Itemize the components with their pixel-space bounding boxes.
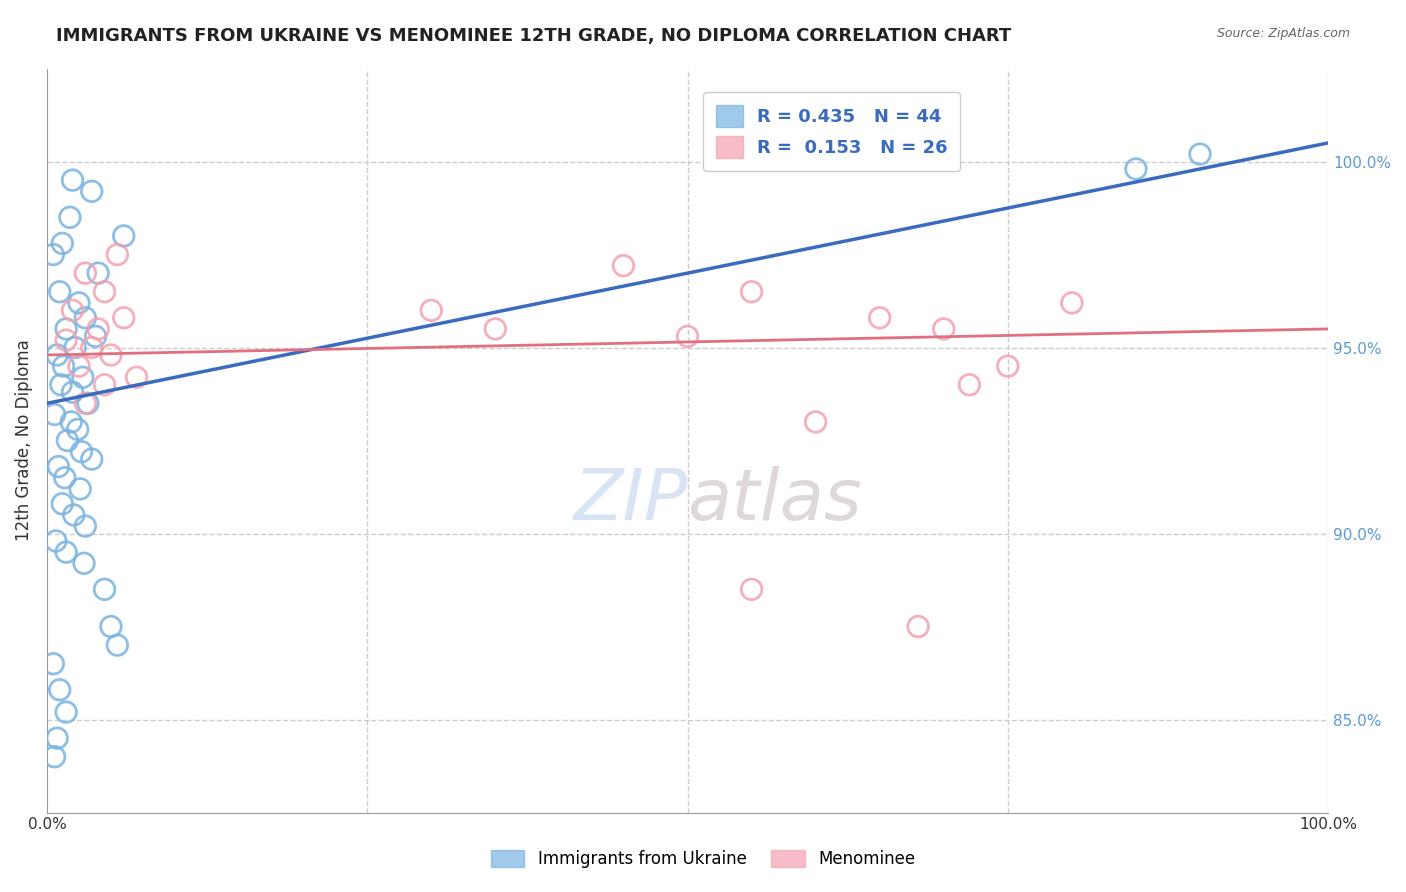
Point	[80, 341, 103, 355]
Point	[80, 452, 103, 467]
Point	[55, 705, 77, 719]
Point	[55, 322, 77, 336]
Point	[869, 310, 891, 325]
Point	[42, 247, 65, 261]
Point	[59, 211, 82, 225]
Point	[62, 303, 84, 318]
Point	[44, 408, 66, 422]
Point	[484, 322, 506, 336]
Text: ZIP: ZIP	[574, 466, 688, 534]
Point	[907, 619, 929, 633]
Point	[48, 682, 70, 697]
Point	[62, 385, 84, 400]
Point	[997, 359, 1019, 373]
Point	[62, 173, 84, 187]
Point	[55, 333, 77, 347]
Point	[93, 582, 115, 597]
Point	[741, 582, 763, 597]
Point	[112, 228, 135, 243]
Point	[77, 396, 100, 410]
Point	[75, 266, 97, 280]
Point	[93, 285, 115, 299]
Y-axis label: 12th Grade, No Diploma: 12th Grade, No Diploma	[15, 340, 32, 541]
Point	[51, 497, 73, 511]
Point	[100, 619, 122, 633]
Point	[49, 377, 72, 392]
Point	[48, 285, 70, 299]
Point	[80, 184, 103, 198]
Point	[70, 444, 93, 458]
Point	[45, 533, 67, 548]
Point	[62, 508, 84, 522]
Point	[612, 259, 634, 273]
Text: IMMIGRANTS FROM UKRAINE VS MENOMINEE 12TH GRADE, NO DIPLOMA CORRELATION CHART: IMMIGRANTS FROM UKRAINE VS MENOMINEE 12T…	[56, 27, 1011, 45]
Point	[72, 370, 94, 384]
Point	[42, 657, 65, 671]
Point	[105, 638, 128, 652]
Point	[51, 236, 73, 251]
Legend: Immigrants from Ukraine, Menominee: Immigrants from Ukraine, Menominee	[484, 843, 922, 875]
Point	[44, 749, 66, 764]
Point	[125, 370, 148, 384]
Point	[1125, 161, 1147, 176]
Point	[56, 434, 79, 448]
Legend: R = 0.435   N = 44, R =  0.153   N = 26: R = 0.435 N = 44, R = 0.153 N = 26	[703, 93, 960, 170]
Point	[67, 296, 90, 310]
Point	[87, 266, 110, 280]
Point	[69, 482, 91, 496]
Point	[741, 285, 763, 299]
Point	[1188, 147, 1211, 161]
Point	[46, 731, 69, 746]
Text: Source: ZipAtlas.com: Source: ZipAtlas.com	[1216, 27, 1350, 40]
Point	[957, 377, 980, 392]
Point	[100, 348, 122, 362]
Point	[75, 310, 97, 325]
Point	[75, 519, 97, 533]
Point	[73, 556, 96, 570]
Point	[75, 396, 97, 410]
Point	[46, 348, 69, 362]
Point	[63, 341, 86, 355]
Point	[676, 329, 699, 343]
Point	[53, 471, 76, 485]
Point	[804, 415, 827, 429]
Point	[48, 459, 70, 474]
Point	[66, 422, 89, 436]
Point	[52, 359, 75, 373]
Point	[932, 322, 955, 336]
Point	[87, 322, 110, 336]
Point	[105, 247, 128, 261]
Point	[60, 415, 83, 429]
Point	[112, 310, 135, 325]
Point	[67, 359, 90, 373]
Point	[84, 329, 107, 343]
Point	[1060, 296, 1083, 310]
Text: atlas: atlas	[688, 466, 862, 534]
Point	[55, 545, 77, 559]
Point	[93, 377, 115, 392]
Point	[420, 303, 443, 318]
